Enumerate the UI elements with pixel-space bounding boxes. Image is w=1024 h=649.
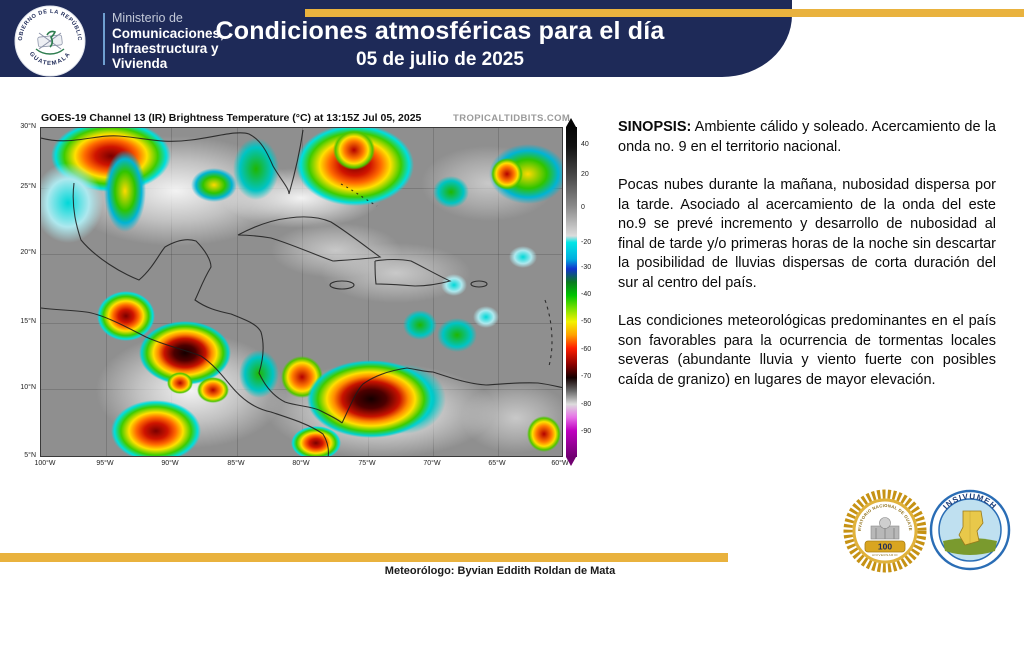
colorbar-tick: -20: [581, 239, 592, 246]
storm-cell: [473, 306, 499, 328]
government-seal: GOBIERNO DE LA REPÚBLICA GUATEMALA: [14, 5, 86, 77]
storm-cell: [291, 426, 341, 456]
colorbar: [566, 127, 577, 457]
lon-label: 60°W: [551, 460, 569, 467]
insivumeh-logo: INSIVUMEH: [929, 489, 1011, 571]
colorbar-tick: -50: [581, 318, 592, 325]
lon-label: 85°W: [227, 460, 245, 467]
synopsis-text-1: Ambiente cálido y soleado. Acercamiento …: [618, 119, 996, 155]
lat-label: 20°N: [20, 249, 36, 256]
lon-label: 70°W: [423, 460, 441, 467]
lat-label: 25°N: [20, 183, 36, 190]
ministry-line2: Comunicaciones,: [112, 26, 224, 41]
storm-cell: [191, 168, 237, 202]
colorbar-tick: 0: [581, 204, 585, 211]
storm-cell: [41, 163, 103, 243]
lon-label: 90°W: [161, 460, 179, 467]
colorbar-arrow-top: [566, 118, 576, 127]
coastline-overlay: [41, 129, 562, 456]
lon-label: 80°W: [292, 460, 310, 467]
storm-cell: [527, 416, 561, 452]
storm-cell: [104, 150, 146, 232]
gridline: [171, 128, 172, 456]
colorbar-tick: -40: [581, 291, 592, 298]
storm-cell: [307, 360, 435, 438]
guatemala-map-icon: [943, 510, 997, 555]
storm-cell: [167, 372, 193, 394]
header-gold-stripe: [305, 9, 1024, 17]
observatory-building-icon: [870, 517, 900, 540]
synopsis-section: SINOPSIS: Ambiente cálido y soleado. Ace…: [618, 118, 996, 409]
colorbar-tick: -90: [581, 428, 592, 435]
synopsis-paragraph-1: SINOPSIS: Ambiente cálido y soleado. Ace…: [618, 118, 996, 157]
lon-label: 65°W: [488, 460, 506, 467]
gridline: [302, 128, 303, 456]
storm-cell: [433, 176, 469, 208]
page-date: 05 de julio de 2025: [356, 49, 524, 70]
colorbar-tick: -80: [581, 401, 592, 408]
gridline: [106, 128, 107, 456]
observatory-logo-number: 100: [878, 542, 892, 552]
colorbar-tick: -30: [581, 264, 592, 271]
colorbar-arrow-bottom: [566, 457, 576, 466]
storm-cell: [197, 377, 229, 403]
observatory-logo-sub: ANIVERSARIO: [872, 553, 898, 557]
synopsis-paragraph-3: Las condiciones meteorológicas predomina…: [618, 313, 996, 388]
watermark: TROPICALTIDBITS.COM: [453, 113, 571, 124]
storm-cell: [333, 130, 375, 170]
storm-cell: [491, 158, 523, 190]
footer-gold-bar: [0, 553, 728, 562]
header-divider: [103, 13, 105, 65]
lat-label: 30°N: [20, 123, 36, 130]
gridline: [498, 128, 499, 456]
lon-label: 75°W: [358, 460, 376, 467]
observatory-100-logo: OBSERVATORIO NACIONAL DE GUATEMALA 100 A…: [843, 486, 927, 573]
satellite-image-title: GOES-19 Channel 13 (IR) Brightness Tempe…: [41, 112, 422, 124]
synopsis-paragraph-2: Pocas nubes durante la mañana, nubosidad…: [618, 177, 996, 291]
ministry-line1: Ministerio de: [112, 11, 183, 25]
lat-label: 15°N: [20, 318, 36, 325]
ministry-line4: Vivienda: [112, 56, 168, 71]
storm-cell: [437, 318, 477, 352]
satellite-map: [40, 127, 563, 457]
meteorologist-credit: Meteorólogo: Byvian Eddith Roldan de Mat…: [384, 565, 616, 577]
gridline: [41, 323, 562, 324]
colorbar-tick: -70: [581, 373, 592, 380]
gridline: [237, 128, 238, 456]
lat-label: 10°N: [20, 384, 36, 391]
colorbar-tick: 40: [581, 141, 589, 148]
synopsis-label: SINOPSIS:: [618, 119, 692, 135]
lat-label: 5°N: [24, 452, 36, 459]
lon-label: 100°W: [34, 460, 56, 467]
storm-cell: [111, 400, 201, 456]
storm-cell: [233, 138, 279, 200]
colorbar-tick: -60: [581, 346, 592, 353]
storm-cell: [403, 310, 437, 340]
page-title: Condiciones atmosféricas para el día: [215, 17, 665, 45]
colorbar-tick: 20: [581, 171, 589, 178]
ministry-line3: Infraestructura y: [112, 41, 219, 56]
storm-cell: [509, 246, 537, 268]
ministry-block: Ministerio de Comunicaciones, Infraestru…: [112, 11, 224, 71]
lon-label: 95°W: [96, 460, 114, 467]
storm-cell: [97, 291, 155, 341]
coat-of-arms-icon: [35, 30, 65, 55]
